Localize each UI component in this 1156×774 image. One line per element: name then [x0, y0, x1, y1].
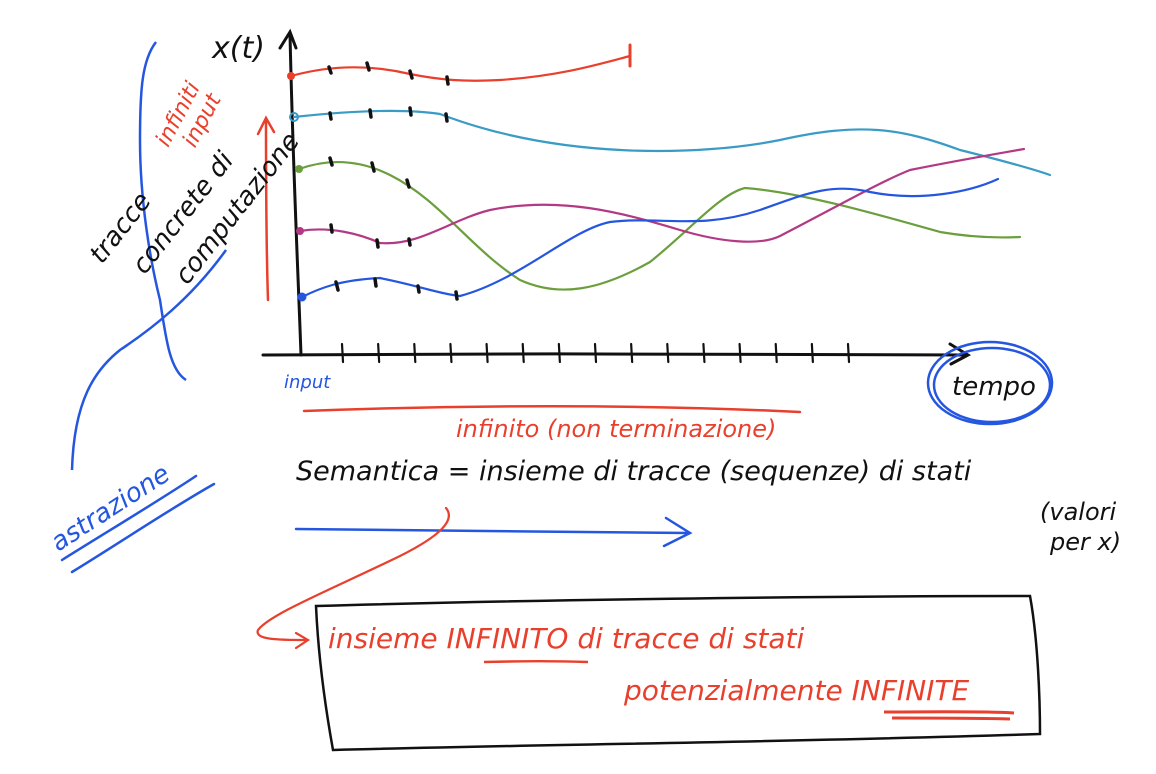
box-annotation: insieme INFINITO di tracce di stati pote… [256, 506, 1042, 752]
start-dot-green [295, 165, 303, 173]
infinito-emph: INFINITO [447, 622, 569, 655]
x-tick [485, 342, 489, 364]
start-dot-teal [289, 112, 299, 122]
start-dot-blue [297, 292, 307, 302]
x-tick [593, 342, 598, 364]
x-tick [557, 342, 561, 364]
infinito-arrow [302, 405, 802, 414]
astrazione-underline [60, 474, 216, 574]
x-tick [413, 342, 417, 364]
trace-start-dots [287, 72, 307, 302]
x-tick [738, 342, 742, 364]
trace-magenta [298, 147, 1026, 245]
x-axis-label: tempo [952, 372, 1036, 402]
box-frame [314, 594, 1042, 752]
astrazione-annotation: astrazione [45, 249, 228, 574]
trace-blue [300, 177, 1000, 299]
axes [261, 28, 972, 366]
tempo-circle [926, 340, 1054, 426]
infiniti-input-arrow [256, 115, 276, 302]
valori-text: (valori per x) [1040, 498, 1124, 556]
x-tick [449, 342, 453, 364]
y-axis-label: x(t) [211, 31, 265, 66]
start-dot-magenta [296, 227, 304, 235]
trace-teal [292, 109, 1052, 177]
x-tick [630, 342, 634, 364]
x-tick [846, 342, 851, 364]
x-tick [702, 342, 706, 364]
y-axis [288, 32, 303, 357]
astrazione-text: astrazione [45, 459, 175, 558]
trace-red [289, 54, 632, 82]
infinito-annotation: infinito (non terminazione) [302, 405, 802, 443]
infinito-text: infinito (non terminazione) [456, 415, 776, 443]
x-tick [810, 342, 814, 364]
infinite-underline [883, 710, 1015, 721]
left-brace [138, 41, 187, 382]
trace-green [297, 160, 1022, 291]
x-tick [340, 342, 345, 364]
x-tick [377, 342, 381, 364]
semantica-text: Semantica = insieme di tracce (sequenze)… [296, 456, 972, 487]
semantica-arrow [294, 516, 693, 548]
x-tick [521, 342, 525, 364]
semantica-annotation: Semantica = insieme di tracce (sequenze)… [294, 456, 1124, 556]
connector-arrow [256, 506, 450, 650]
origin-input-label: input [284, 372, 331, 393]
start-dot-red [287, 72, 295, 80]
x-ticks [340, 342, 851, 364]
state-marks [327, 61, 459, 301]
x-tick [774, 342, 778, 364]
x-tick [666, 342, 670, 364]
box-line1: insieme INFINITO di tracce di stati [328, 622, 805, 655]
infinite-emph: INFINITE [852, 674, 970, 707]
x-axis [261, 352, 968, 357]
y-axis-arrow [278, 28, 298, 50]
box-line2: potenzialmente INFINITE [623, 674, 969, 707]
infinito-underline [483, 660, 589, 664]
astrazione-brace [70, 249, 228, 471]
traces [289, 43, 1052, 299]
